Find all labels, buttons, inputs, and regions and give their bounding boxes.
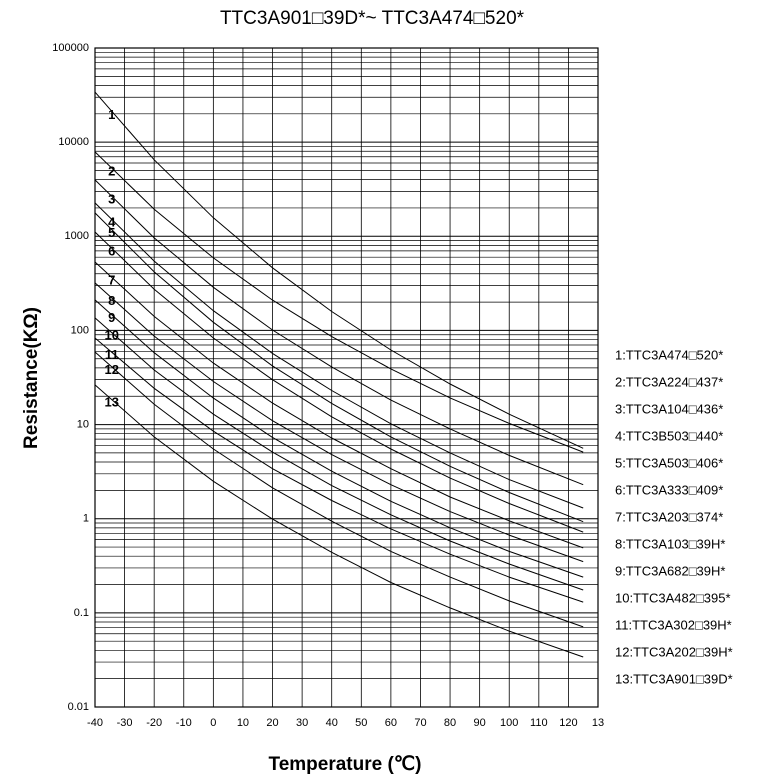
y-tick-label: 100000 [52, 42, 89, 54]
curve-label: 2 [108, 163, 115, 178]
x-tick-label: 90 [474, 717, 486, 729]
curve-label: 10 [104, 328, 118, 343]
legend-label: 2:TTC3A224□437* [615, 374, 723, 389]
x-tick-label: 70 [414, 717, 426, 729]
legend-label: 8:TTC3A103□39H* [615, 536, 725, 551]
legend-label: 12:TTC3A202□39H* [615, 644, 733, 659]
legend-label: 1:TTC3A474□520* [615, 347, 723, 362]
legend-label: 9:TTC3A682□39H* [615, 563, 725, 578]
curve-label: 6 [108, 243, 115, 258]
x-tick-label: -10 [176, 717, 192, 729]
curve-label: 4 [108, 215, 116, 230]
curve-label: 1 [108, 107, 115, 122]
legend-label: 10:TTC3A482□395* [615, 590, 731, 605]
x-tick-label: 80 [444, 717, 456, 729]
x-tick-label: 30 [296, 717, 308, 729]
curve-label: 11 [105, 347, 119, 362]
curve-label: 8 [108, 293, 115, 308]
curve-label: 7 [108, 272, 115, 287]
legend-label: 11:TTC3A302□39H* [615, 617, 732, 632]
series-line [94, 261, 584, 549]
legend-label: 6:TTC3A333□409* [615, 482, 723, 497]
y-tick-label: 0.1 [74, 607, 89, 619]
series-line [94, 212, 584, 523]
curve-label: 3 [108, 192, 115, 207]
x-tick-label: 0 [210, 717, 216, 729]
x-tick-label: 13 [592, 717, 604, 729]
curve-label: 9 [108, 310, 115, 325]
x-tick-label: 10 [237, 717, 249, 729]
series-line [94, 337, 584, 603]
x-tick-label: 120 [559, 717, 577, 729]
y-tick-label: 10 [77, 418, 89, 430]
x-tick-label: -40 [87, 717, 103, 729]
legend-label: 5:TTC3A503□406* [615, 455, 723, 470]
plot-border [94, 47, 599, 708]
x-tick-label: 110 [530, 717, 548, 729]
legend-label: 13:TTC3A901□39D* [615, 671, 733, 686]
curve-label: 13 [104, 395, 118, 410]
y-tick-label: 1000 [65, 230, 89, 242]
x-axis-label: Temperature (℃) [269, 754, 422, 775]
y-tick-label: 0.01 [68, 701, 89, 713]
y-axis-label: Resistance(KΩ) [21, 307, 42, 449]
x-tick-label: 50 [355, 717, 367, 729]
x-tick-label: 20 [266, 717, 278, 729]
x-tick-label: 40 [326, 717, 338, 729]
x-tick-label: 60 [385, 717, 397, 729]
series-line [94, 91, 584, 449]
curve-label: 5 [108, 225, 115, 240]
series-line [94, 351, 584, 628]
series-line [94, 151, 584, 453]
chart-title: TTC3A901□39D*~ TTC3A474□520* [220, 8, 525, 29]
series-line [94, 384, 584, 658]
y-tick-label: 100 [71, 324, 89, 336]
legend-label: 7:TTC3A203□374* [615, 509, 723, 524]
x-tick-label: -30 [117, 717, 133, 729]
series-line [94, 231, 584, 533]
x-tick-label: -20 [146, 717, 162, 729]
series-line [94, 317, 584, 591]
legend-label: 4:TTC3B503□440* [615, 428, 723, 443]
series-line [94, 299, 584, 578]
series-line [94, 179, 584, 486]
legend-label: 3:TTC3A104□436* [615, 401, 723, 416]
y-tick-label: 10000 [58, 136, 89, 148]
curve-label: 12 [104, 362, 118, 377]
y-tick-label: 1 [83, 513, 89, 525]
x-tick-label: 100 [500, 717, 518, 729]
series-line [94, 282, 584, 563]
series-line [94, 202, 584, 509]
